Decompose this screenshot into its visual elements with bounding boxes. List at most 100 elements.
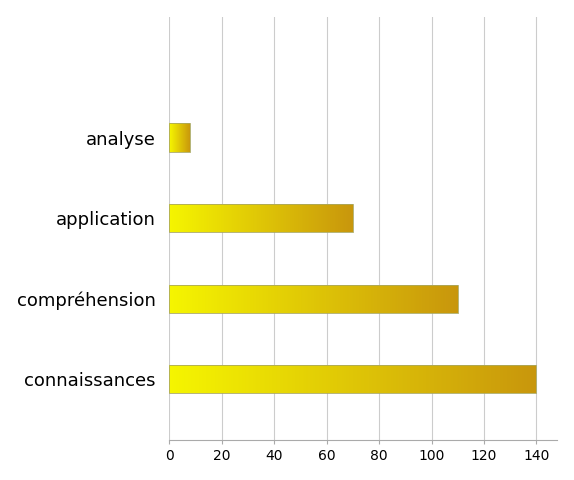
Bar: [398, 365, 400, 393]
Bar: [347, 204, 348, 232]
Bar: [365, 365, 366, 393]
Bar: [273, 285, 274, 313]
Bar: [236, 365, 238, 393]
Bar: [310, 365, 311, 393]
Bar: [494, 365, 495, 393]
Bar: [390, 365, 391, 393]
Bar: [285, 204, 286, 232]
Bar: [515, 365, 517, 393]
Bar: [219, 204, 220, 232]
Bar: [453, 365, 455, 393]
Bar: [195, 285, 196, 313]
Bar: [231, 204, 232, 232]
Bar: [344, 365, 346, 393]
Bar: [186, 204, 187, 232]
Bar: [205, 365, 206, 393]
Bar: [262, 204, 263, 232]
Bar: [234, 204, 235, 232]
Bar: [468, 365, 469, 393]
Bar: [458, 365, 459, 393]
Bar: [404, 365, 405, 393]
Bar: [307, 285, 308, 313]
Bar: [299, 365, 300, 393]
Bar: [305, 365, 307, 393]
Bar: [190, 204, 191, 232]
Bar: [505, 365, 506, 393]
Bar: [518, 365, 519, 393]
Bar: [441, 365, 442, 393]
Bar: [511, 365, 512, 393]
Bar: [484, 365, 485, 393]
Bar: [329, 204, 330, 232]
Bar: [417, 285, 418, 313]
Bar: [343, 365, 344, 393]
Bar: [391, 285, 393, 313]
Bar: [335, 285, 336, 313]
Bar: [187, 204, 188, 232]
Bar: [471, 365, 473, 393]
Bar: [492, 365, 494, 393]
Bar: [413, 365, 414, 393]
Bar: [309, 285, 310, 313]
Bar: [181, 204, 183, 232]
Bar: [254, 285, 255, 313]
Bar: [246, 365, 248, 393]
Bar: [393, 285, 394, 313]
Bar: [304, 285, 305, 313]
Bar: [351, 204, 352, 232]
Bar: [473, 365, 474, 393]
Bar: [222, 285, 223, 313]
Bar: [272, 285, 273, 313]
Bar: [333, 204, 334, 232]
Bar: [367, 285, 369, 313]
Bar: [300, 204, 301, 232]
Bar: [326, 365, 327, 393]
Bar: [256, 365, 258, 393]
Bar: [299, 285, 300, 313]
Bar: [320, 365, 321, 393]
Bar: [503, 365, 505, 393]
Bar: [483, 365, 484, 393]
Bar: [387, 285, 389, 313]
Bar: [345, 204, 346, 232]
Bar: [296, 285, 297, 313]
Bar: [174, 204, 175, 232]
Bar: [169, 365, 170, 393]
Bar: [439, 285, 440, 313]
Bar: [348, 204, 349, 232]
Bar: [201, 285, 202, 313]
Bar: [300, 365, 301, 393]
Bar: [383, 285, 384, 313]
Bar: [240, 204, 241, 232]
Bar: [390, 285, 391, 313]
Bar: [298, 204, 299, 232]
Bar: [475, 365, 476, 393]
Bar: [224, 365, 226, 393]
Bar: [216, 204, 217, 232]
Bar: [172, 204, 173, 232]
Bar: [187, 365, 188, 393]
Bar: [207, 365, 208, 393]
Bar: [192, 365, 193, 393]
Bar: [245, 365, 246, 393]
Bar: [280, 365, 281, 393]
Bar: [359, 365, 360, 393]
Bar: [444, 285, 445, 313]
Bar: [476, 365, 478, 393]
Bar: [305, 285, 306, 313]
Bar: [249, 285, 250, 313]
Bar: [374, 365, 375, 393]
Bar: [302, 365, 304, 393]
Bar: [300, 285, 301, 313]
Bar: [451, 285, 452, 313]
Bar: [480, 365, 482, 393]
Bar: [331, 365, 332, 393]
Bar: [439, 365, 440, 393]
Bar: [382, 285, 383, 313]
Bar: [363, 365, 364, 393]
Bar: [268, 204, 269, 232]
Bar: [177, 285, 178, 313]
Bar: [258, 204, 259, 232]
Bar: [253, 285, 254, 313]
Bar: [176, 285, 177, 313]
